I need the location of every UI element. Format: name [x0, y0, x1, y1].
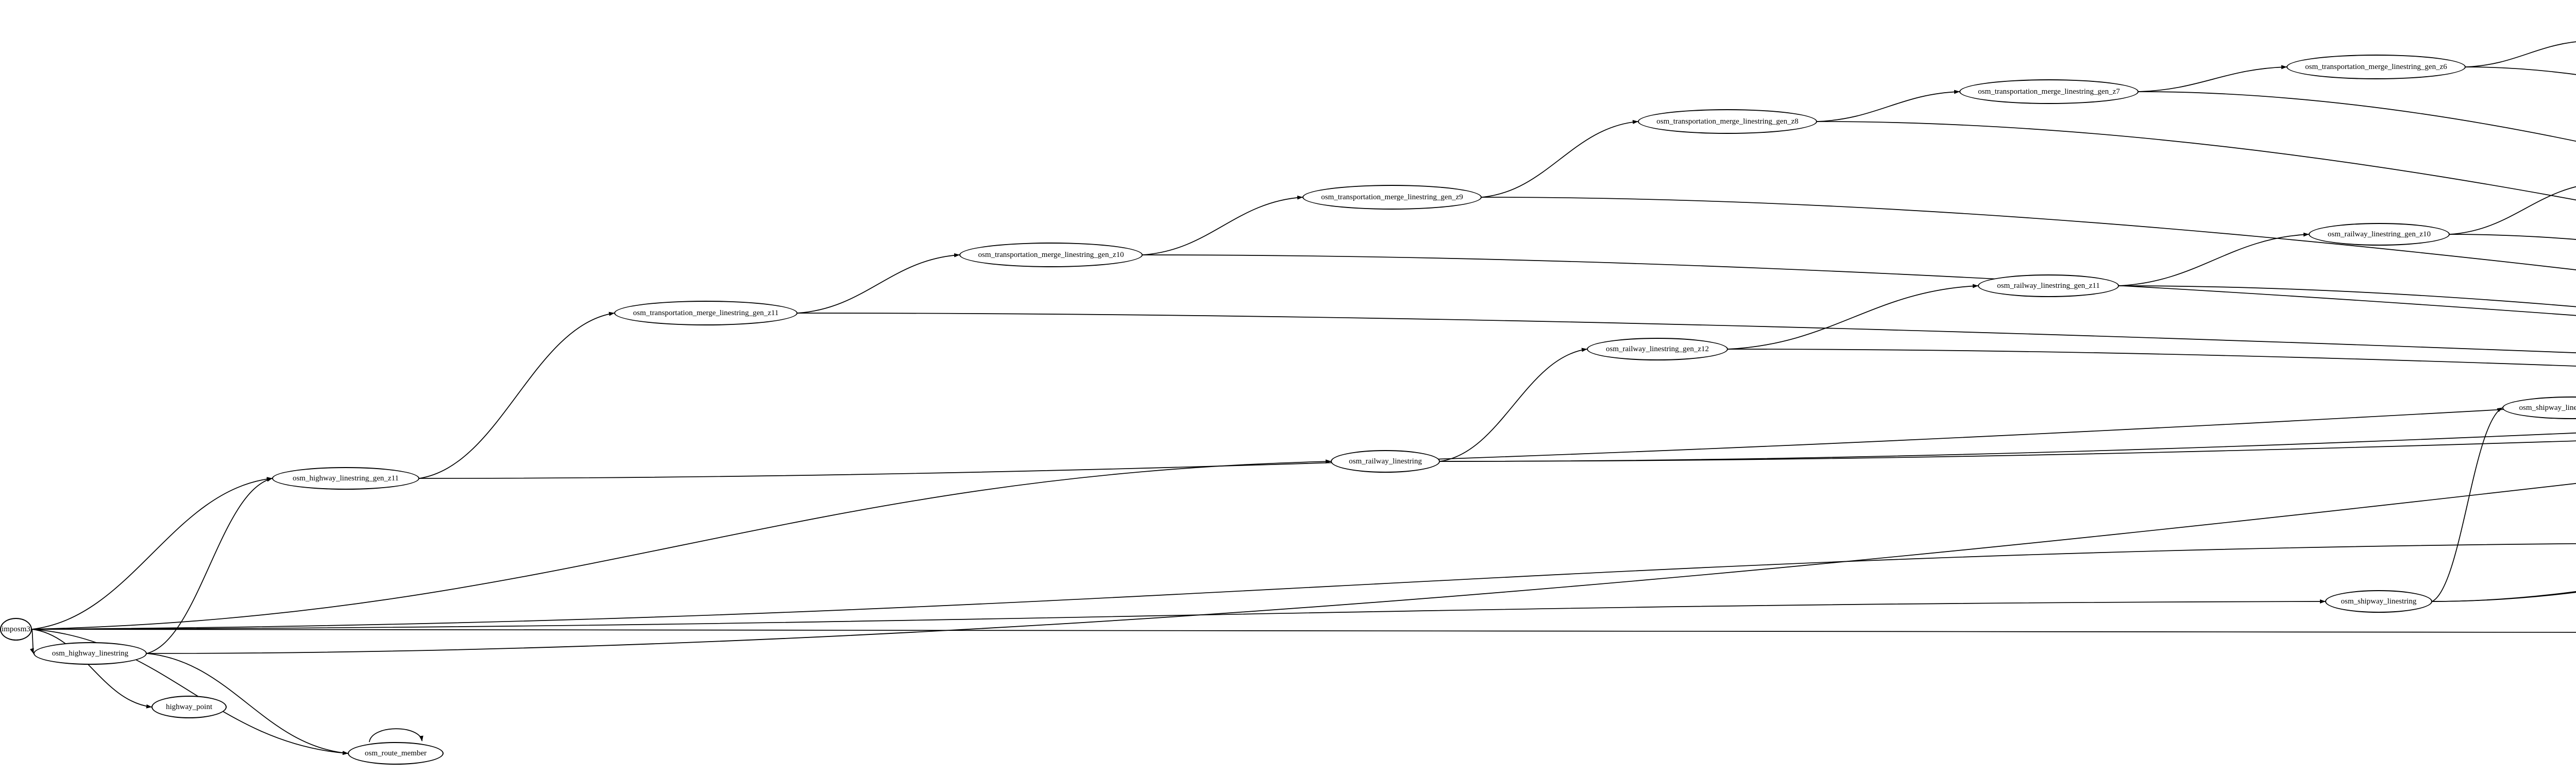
graph-node-osm_railway_linestring_gen_z10[interactable]: osm_railway_linestring_gen_z10: [2309, 223, 2450, 246]
graph-node-osm_route_member[interactable]: osm_route_member: [348, 742, 444, 765]
graph-edge-osm_transportation_merge_linestring_gen_z8-to-osm_transportation_merge_linestring_gen_z7: [1817, 90, 1960, 122]
graph-edge-osm_railway_linestring_gen_z10-to-layer_transportation-z10: [2449, 234, 2576, 240]
graph-node-osm_transportation_merge_linestring_gen_z11[interactable]: osm_transportation_merge_linestring_gen_…: [614, 301, 798, 325]
graph-edge-osm_transportation_merge_linestring_gen_z10-to-layer_transportation-z10: [1142, 254, 2576, 316]
graph-edge-osm_highway_linestring-to-osm_highway_linestring_gen_z11: [146, 477, 273, 654]
graph-node-label: osm_highway_linestring: [52, 649, 129, 658]
graph-edge-imposm3-to-osm_highway_polygon: [31, 629, 2576, 633]
graph-node-label: highway_point: [166, 702, 212, 711]
graph-edge-osm_railway_linestring-to-layer_transportation-z14+: [1439, 440, 2576, 462]
graph-node-label: osm_transportation_merge_linestring_gen_…: [2305, 62, 2447, 71]
graph-node-label: osm_transportation_merge_linestring_gen_…: [1978, 87, 2120, 96]
graph-edge-osm_highway_linestring_gen_z11-to-osm_transportation_merge_linestring_gen_z11: [419, 312, 615, 479]
graph-node-osm_transportation_merge_linestring_gen_z8[interactable]: osm_transportation_merge_linestring_gen_…: [1638, 109, 1817, 134]
graph-edge-osm_highway_linestring-to-layer_transportation-z14+: [146, 483, 2576, 654]
graph-edge-osm_transportation_merge_linestring_gen_z11-to-osm_transportation_merge_linestring_gen_z10: [797, 253, 960, 314]
graph-node-osm_transportation_merge_linestring_gen_z10[interactable]: osm_transportation_merge_linestring_gen_…: [959, 243, 1143, 267]
graph-node-osm_transportation_merge_linestring_gen_z6[interactable]: osm_transportation_merge_linestring_gen_…: [2286, 55, 2466, 79]
graph-node-osm_highway_linestring_gen_z11[interactable]: osm_highway_linestring_gen_z11: [272, 467, 419, 490]
graph-edge-osm_shipway_linestring-to-layer_transportation-z13: [2432, 591, 2576, 602]
graph-node-label: osm_shipway_linestring: [2341, 597, 2417, 606]
graph-edge-imposm3-to-highway_point: [31, 629, 152, 709]
graph-node-highway_point[interactable]: highway_point: [151, 696, 227, 718]
graph-edge-osm_railway_linestring-to-osm_railway_linestring_gen_z12: [1439, 348, 1587, 462]
graph-edge-osm_transportation_merge_linestring_gen_z7-to-osm_transportation_merge_linestring_gen_z6: [2138, 65, 2287, 92]
graph-node-label: osm_railway_linestring_gen_z11: [1997, 281, 2100, 290]
graph-edge-imposm3-to-osm_highway_linestring_gen_z11: [31, 477, 273, 630]
graph-node-osm_railway_linestring[interactable]: osm_railway_linestring: [1331, 450, 1440, 473]
graph-edge-osm_transportation_merge_linestring_gen_z11-to-layer_transportation-z11: [797, 313, 2576, 353]
graph-edge-osm_railway_linestring_gen_z11-to-osm_railway_linestring_gen_z10: [2119, 232, 2309, 286]
graph-edge-osm_shipway_linestring-to-osm_shipway_linestring_gen_z12: [2432, 407, 2503, 602]
graph-edge-osm_transportation_merge_linestring_gen_z6-to-layer_transportation-z6: [2465, 66, 2576, 75]
graph-node-label: imposm3: [2, 625, 30, 633]
graph-edge-imposm3-to-osm_shipway_linestring: [31, 599, 2326, 630]
graph-node-label: osm_route_member: [365, 749, 427, 757]
graph-edge-osm_railway_linestring_gen_z12-to-osm_railway_linestring_gen_z11: [1727, 284, 1978, 350]
graph-edge-osm_highway_linestring-to-osm_route_member: [146, 653, 348, 755]
graph-edge-imposm3-to-osm_aerialway_linestring: [31, 543, 2576, 630]
graph-edge-osm_route_member-to-osm_route_member: [369, 728, 423, 743]
graph-node-label: osm_transportation_merge_linestring_gen_…: [633, 308, 779, 317]
graph-node-label: osm_railway_linestring_gen_z10: [2328, 230, 2431, 238]
graph-node-osm_transportation_merge_linestring_gen_z7[interactable]: osm_transportation_merge_linestring_gen_…: [1959, 79, 2139, 104]
graph-edge-osm_transportation_merge_linestring_gen_z10-to-osm_transportation_merge_linestring_gen_z9: [1142, 195, 1303, 255]
graph-node-osm_railway_linestring_gen_z12[interactable]: osm_railway_linestring_gen_z12: [1587, 338, 1728, 360]
graph-edge-osm_transportation_merge_linestring_gen_z9-to-osm_transportation_merge_linestring_gen_z8: [1481, 119, 1638, 198]
graph-node-label: osm_railway_linestring: [1349, 457, 1422, 465]
graph-edge-osm_railway_linestring-to-layer_transportation-z13: [1439, 432, 2576, 462]
graph-node-osm_shipway_linestring[interactable]: osm_shipway_linestring: [2325, 590, 2432, 613]
graph-node-label: osm_railway_linestring_gen_z12: [1606, 344, 1709, 353]
graph-node-osm_railway_linestring_gen_z11[interactable]: osm_railway_linestring_gen_z11: [1978, 274, 2119, 297]
graph-edge-osm_transportation_merge_linestring_gen_z6-to-osm_transportation_merge_linestring_gen_z5: [2465, 41, 2576, 67]
graph-edge-osm_transportation_merge_linestring_gen_z9-to-layer_transportation-z9: [1481, 197, 2576, 270]
graph-edge-osm_transportation_merge_linestring_gen_z7-to-layer_transportation-z7: [2138, 91, 2576, 142]
graph-node-osm_highway_linestring[interactable]: osm_highway_linestring: [33, 642, 147, 665]
graph-edge-osm_railway_linestring_gen_z11-to-layer_transportation-z11: [2119, 285, 2576, 307]
graph-node-osm_transportation_merge_linestring_gen_z9[interactable]: osm_transportation_merge_linestring_gen_…: [1302, 185, 1482, 210]
graph-node-label: osm_transportation_merge_linestring_gen_…: [1321, 193, 1463, 201]
graph-edge-osm_highway_linestring_gen_z11-to-layer_transportation-z11: [419, 405, 2576, 479]
graph-node-label: osm_shipway_linestring_gen_z12: [2519, 403, 2576, 412]
graph-node-label: osm_transportation_merge_linestring_gen_…: [1656, 117, 1799, 126]
graph-edge-osm_shipway_linestring-to-layer_transportation-z14+: [2432, 592, 2576, 602]
graph-node-label: osm_transportation_merge_linestring_gen_…: [978, 250, 1124, 259]
graph-edge-osm_transportation_merge_linestring_gen_z8-to-layer_transportation-z8: [1817, 121, 2576, 201]
graph-node-imposm3[interactable]: imposm3: [0, 618, 32, 641]
graph-edge-imposm3-to-osm_railway_linestring: [31, 459, 1331, 630]
graph-edge-imposm3-to-osm_route_member: [31, 629, 348, 755]
graph-node-label: osm_highway_linestring_gen_z11: [292, 474, 399, 482]
graph-edge-osm_railway_linestring_gen_z10-to-osm_railway_linestring_gen_z9: [2449, 186, 2576, 235]
graph-edge-osm_railway_linestring_gen_z12-to-layer_transportation-z12: [1727, 349, 2576, 367]
graph-edge-imposm3-to-osm_highway_linestring: [30, 629, 34, 654]
